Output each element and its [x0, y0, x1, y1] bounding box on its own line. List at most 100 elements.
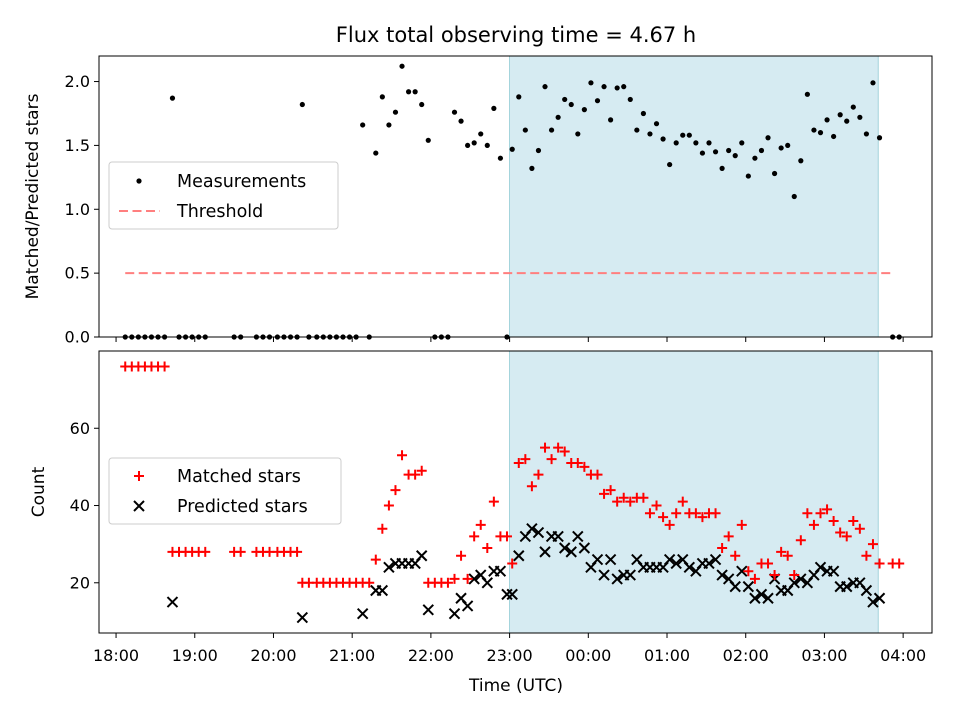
- bottom-y-axis-ticks: 20 40 60: [70, 419, 99, 592]
- top-legend: Measurements Threshold: [108, 161, 339, 230]
- matched-star-point: [520, 454, 531, 465]
- matched-star-point: [749, 573, 760, 584]
- measurement-point: [522, 127, 528, 133]
- measurement-point: [719, 165, 725, 171]
- measurement-point: [425, 137, 431, 143]
- matched-star-point: [292, 546, 303, 557]
- measurement-point: [712, 149, 719, 155]
- matched-star-point: [710, 508, 721, 519]
- bottom-x-axis-ticks: 18:00 19:00 20:00 21:00 22:00 23:00 00:00 01:00…: [93, 633, 926, 665]
- predicted-star-point: [742, 580, 755, 593]
- measurement-point: [863, 131, 870, 137]
- predicted-star-point: [860, 584, 873, 597]
- matched-star-point: [769, 570, 780, 581]
- measurement-point: [588, 80, 594, 86]
- matched-star-point: [456, 550, 467, 561]
- measurement-point: [601, 84, 607, 90]
- measurement-point: [497, 155, 504, 161]
- measurement-point: [386, 122, 392, 128]
- matched-star-point: [638, 492, 649, 503]
- matched-star-point: [802, 508, 813, 519]
- matched-star-point: [462, 573, 473, 584]
- legend-predicted-label: Predicted stars: [177, 497, 308, 517]
- measurement-point: [484, 142, 490, 149]
- predicted-star-point: [749, 592, 761, 604]
- matched-star-point: [723, 531, 734, 542]
- measurement-point: [798, 158, 804, 164]
- top-y-axis-ticks: 0.0 0.5 1.0 1.5 2.0: [65, 72, 99, 347]
- predicted-star-point: [716, 569, 728, 581]
- x-tick-label: 23:00: [487, 646, 533, 665]
- measurement-point: [634, 127, 640, 133]
- measurement-point: [535, 147, 542, 154]
- matched-star-point: [612, 496, 623, 507]
- measurement-point: [857, 114, 863, 120]
- matched-star-point: [815, 508, 826, 519]
- predicted-star-point: [611, 573, 623, 585]
- measurement-point: [844, 118, 850, 124]
- x-tick-label: 02:00: [723, 646, 769, 665]
- measurement-point: [673, 140, 679, 146]
- matched-star-point: [526, 481, 537, 492]
- predicted-star-point: [513, 550, 525, 562]
- matched-star-point: [533, 469, 544, 480]
- predicted-star-point: [827, 565, 840, 577]
- predicted-star-point: [415, 550, 428, 562]
- measurement-point: [831, 133, 837, 140]
- predicted-star-point: [814, 561, 827, 574]
- matched-star-point: [808, 519, 819, 530]
- measurement-point: [765, 135, 771, 141]
- measurement-point: [706, 140, 712, 146]
- matched-star-point: [776, 546, 787, 557]
- predicted-star-point: [736, 565, 748, 577]
- predicted-star-point: [506, 588, 518, 601]
- bottom-y-tick-label: 20: [70, 573, 90, 592]
- top-y-tick-label: 2.0: [65, 72, 90, 91]
- predicted-star-point: [539, 546, 551, 558]
- matched-star-point: [546, 454, 557, 465]
- predicted-star-point: [598, 569, 610, 581]
- matched-star-point: [488, 496, 499, 507]
- measurement-point: [640, 110, 647, 117]
- matched-star-point: [383, 500, 394, 511]
- predicted-star-point: [703, 557, 715, 570]
- top-axes-frame: [98, 55, 933, 338]
- measurement-point: [817, 130, 824, 136]
- measurement-point: [465, 142, 471, 149]
- predicted-star-point: [578, 542, 591, 554]
- predicted-star-point: [709, 553, 722, 566]
- legend-matched-plus: [134, 471, 144, 481]
- predicted-star-point: [468, 573, 480, 585]
- predicted-star-point: [565, 546, 577, 558]
- matched-star-point: [159, 361, 170, 372]
- bottom-observing-window-shade: [509, 350, 879, 634]
- predicted-star-point: [572, 530, 584, 543]
- measurement-point: [360, 122, 366, 128]
- predicted-star-point: [552, 530, 564, 543]
- measurement-point: [850, 104, 856, 110]
- measurement-point: [758, 147, 765, 154]
- predicted-star-point: [755, 588, 768, 601]
- matched-star-point: [894, 558, 905, 569]
- measurement-point: [405, 89, 412, 95]
- matched-star-point: [658, 512, 669, 523]
- measurement-point: [739, 140, 745, 146]
- x-tick-label: 21:00: [329, 646, 375, 665]
- x-tick-label: 01:00: [644, 646, 690, 665]
- measurement-point: [491, 105, 497, 111]
- bottom-legend: Matched stars Predicted stars: [108, 457, 342, 525]
- matched-star-point: [599, 488, 610, 499]
- predicted-star-point: [604, 553, 617, 566]
- x-tick-label: 19:00: [172, 646, 218, 665]
- matched-star-point: [677, 496, 688, 507]
- bottom-axes-frame: [98, 350, 933, 634]
- measurement-point: [379, 94, 385, 100]
- x-tick-label: 22:00: [408, 646, 454, 665]
- matched-star-point: [835, 527, 846, 538]
- bottom-y-tick-label: 40: [70, 496, 90, 515]
- matched-star-point: [235, 546, 246, 557]
- matched-star-point: [664, 519, 675, 530]
- measurement-point: [837, 112, 843, 118]
- predicted-star-point: [356, 607, 369, 620]
- measurement-point: [653, 121, 660, 127]
